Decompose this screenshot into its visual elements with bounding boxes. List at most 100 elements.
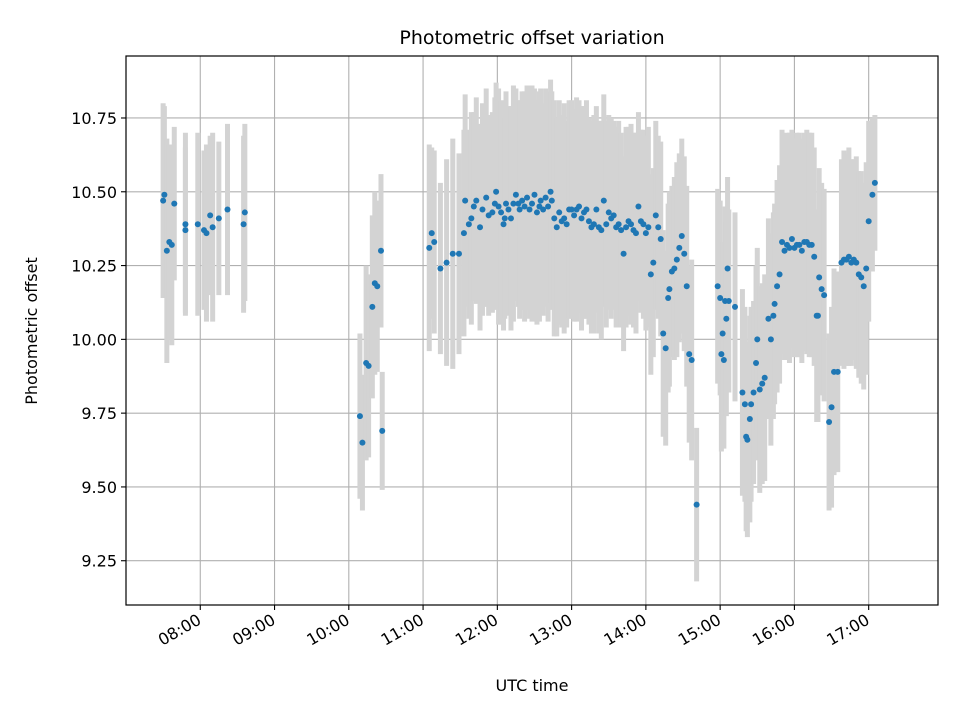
data-point bbox=[563, 221, 570, 228]
data-point bbox=[642, 230, 649, 237]
data-point bbox=[171, 200, 178, 207]
data-point bbox=[744, 436, 751, 443]
plot-frame bbox=[125, 55, 939, 606]
data-point bbox=[821, 292, 828, 299]
data-point bbox=[808, 241, 815, 248]
data-point bbox=[796, 241, 803, 248]
data-point bbox=[501, 215, 508, 222]
data-point bbox=[547, 188, 554, 195]
data-point bbox=[182, 221, 189, 228]
data-point bbox=[662, 345, 669, 352]
data-point bbox=[811, 253, 818, 260]
data-point bbox=[770, 312, 777, 319]
y-axis-label: Photometric offset bbox=[22, 257, 41, 405]
data-point bbox=[498, 209, 505, 216]
data-point bbox=[681, 250, 688, 257]
data-point bbox=[826, 419, 833, 425]
data-point bbox=[503, 200, 510, 207]
data-point bbox=[732, 303, 738, 310]
data-point bbox=[203, 230, 210, 237]
data-point bbox=[489, 209, 496, 216]
data-point bbox=[240, 221, 247, 228]
data-point bbox=[632, 230, 639, 237]
data-point bbox=[748, 401, 755, 408]
data-point bbox=[548, 197, 555, 204]
data-point bbox=[871, 179, 878, 186]
data-point bbox=[537, 197, 544, 204]
data-point bbox=[428, 230, 435, 237]
data-point bbox=[865, 218, 872, 225]
data-point bbox=[686, 351, 693, 358]
data-point bbox=[746, 416, 753, 423]
data-point bbox=[507, 215, 514, 222]
data-point bbox=[561, 215, 568, 222]
data-point bbox=[379, 427, 386, 434]
y-tick-label: 9.50 bbox=[81, 478, 117, 497]
data-point bbox=[660, 330, 667, 337]
data-point bbox=[545, 203, 552, 210]
data-point bbox=[519, 197, 526, 204]
chart-title: Photometric offset variation bbox=[399, 27, 664, 49]
data-point bbox=[719, 330, 726, 337]
data-point bbox=[556, 209, 563, 216]
data-point bbox=[477, 224, 484, 231]
data-point bbox=[443, 259, 450, 266]
y-tick-label: 10.75 bbox=[71, 109, 117, 128]
data-point bbox=[505, 206, 512, 213]
y-tick-label: 10.25 bbox=[71, 257, 117, 276]
data-point bbox=[720, 357, 727, 364]
data-point bbox=[374, 283, 381, 290]
data-point bbox=[628, 221, 635, 228]
data-point bbox=[853, 259, 860, 266]
data-point bbox=[724, 265, 731, 272]
data-point bbox=[834, 368, 841, 375]
y-axis-ticks: 9.25 9.50 9.75 10.00 10.25 10.50 10.75 bbox=[71, 109, 126, 571]
data-point bbox=[529, 200, 535, 207]
data-point bbox=[468, 215, 475, 222]
data-point bbox=[761, 374, 768, 381]
data-point bbox=[369, 303, 376, 310]
data-point bbox=[657, 236, 664, 242]
data-point bbox=[750, 389, 757, 396]
data-point bbox=[869, 191, 876, 198]
data-point bbox=[863, 265, 870, 272]
data-point bbox=[460, 230, 467, 237]
data-point bbox=[583, 206, 590, 213]
y-tick-label: 10.00 bbox=[71, 330, 117, 349]
data-point bbox=[788, 236, 795, 242]
data-point bbox=[593, 206, 600, 213]
data-point bbox=[767, 336, 774, 343]
data-point bbox=[449, 250, 456, 257]
data-point bbox=[623, 224, 630, 231]
data-point bbox=[723, 315, 730, 322]
data-point bbox=[500, 221, 507, 228]
data-point bbox=[553, 224, 560, 231]
data-point bbox=[540, 206, 547, 213]
data-point bbox=[521, 203, 528, 210]
data-point bbox=[650, 259, 657, 266]
data-point bbox=[739, 389, 746, 396]
data-point bbox=[652, 212, 659, 219]
data-point bbox=[356, 413, 363, 420]
data-point bbox=[717, 295, 724, 302]
data-point bbox=[600, 197, 607, 204]
data-point bbox=[671, 265, 678, 272]
data-point bbox=[194, 221, 201, 228]
data-point bbox=[635, 203, 642, 210]
data-point bbox=[160, 197, 167, 204]
data-point bbox=[786, 244, 793, 251]
data-point bbox=[860, 283, 867, 290]
data-point bbox=[798, 247, 805, 254]
data-point bbox=[754, 336, 761, 343]
data-point bbox=[516, 206, 523, 213]
data-point bbox=[615, 221, 622, 228]
data-point bbox=[479, 206, 486, 213]
data-point bbox=[241, 209, 248, 216]
data-point bbox=[618, 227, 625, 234]
data-point bbox=[603, 221, 610, 228]
data-point bbox=[725, 297, 732, 304]
data-point bbox=[493, 188, 500, 195]
data-point bbox=[781, 247, 788, 254]
data-point bbox=[585, 218, 592, 225]
